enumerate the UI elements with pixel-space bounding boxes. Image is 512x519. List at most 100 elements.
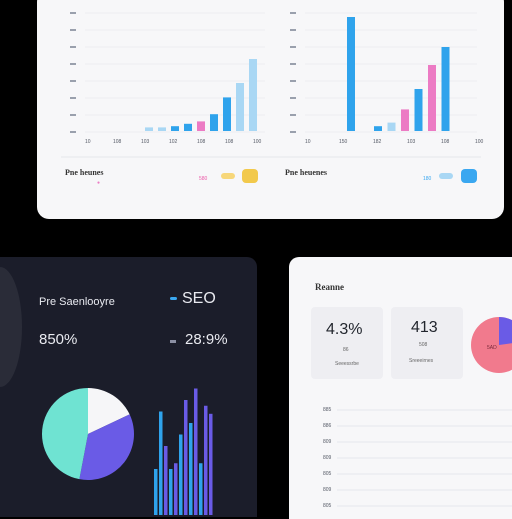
left-bar	[236, 83, 244, 131]
dark-bar	[184, 400, 188, 515]
left-legend-value: 580	[199, 176, 208, 182]
dark-bar	[209, 413, 213, 515]
left-bar	[145, 127, 153, 131]
seo-legend-swatch	[170, 297, 177, 300]
dark-bar	[179, 434, 183, 515]
row-label: 809	[323, 455, 332, 461]
left-x-tick-label: 100	[253, 139, 262, 145]
stat-right-swatch	[170, 340, 176, 343]
left-bar	[184, 123, 192, 131]
dark-bar	[194, 388, 198, 515]
pie-slice	[88, 388, 130, 434]
left-bar	[197, 121, 205, 131]
left-x-tick-label: 108	[225, 139, 234, 145]
right-x-tick-label: 100	[475, 139, 484, 145]
white-kpi-card: Reanne 4.3% 86 Seeessrbe 413 508 Sreeeir…	[289, 257, 512, 519]
dark-bar	[174, 463, 178, 515]
seo-legend-label: SEO	[182, 290, 216, 307]
left-x-tick-label: 108	[113, 139, 122, 145]
right-y-tick	[290, 12, 296, 14]
left-legend-pill-yellow[interactable]	[242, 169, 258, 183]
right-y-tick	[290, 80, 296, 82]
kpi-2-value: 413	[411, 319, 438, 336]
row-label: 805	[323, 503, 332, 509]
dark-bar	[169, 469, 173, 515]
left-x-tick-label: 108	[197, 139, 206, 145]
kpi-1-label: Seeessrbe	[335, 361, 359, 367]
top-dashboard-card: 10 108 103 102 108 108 100 10 150 182 103 108 100 Pn…	[37, 0, 504, 219]
pie-slice	[42, 388, 88, 480]
row-label: 886	[323, 423, 332, 429]
kpi-2-sub: 508	[419, 342, 428, 348]
left-y-tick	[70, 131, 76, 133]
kpi-box-2[interactable]: 413 508 Sreeeirnes	[391, 307, 463, 379]
right-y-tick	[290, 46, 296, 48]
left-y-tick	[70, 63, 76, 65]
white-pie-slice	[499, 316, 512, 345]
pie-slice	[79, 414, 134, 480]
left-x-tick-label: 102	[169, 139, 178, 145]
right-y-tick	[290, 131, 296, 133]
right-legend-pill-light[interactable]	[439, 173, 453, 179]
left-bar	[171, 126, 179, 131]
right-bar	[428, 65, 436, 131]
row-label: 809	[323, 487, 332, 493]
dark-bar	[204, 405, 208, 515]
dark-card-title: Pre Saenlooyre	[39, 296, 115, 308]
left-x-tick-label: 103	[141, 139, 150, 145]
pie-label: 5AD	[487, 345, 497, 351]
left-legend-dot: ●	[97, 180, 101, 186]
dark-bar	[189, 423, 193, 515]
right-x-tick-label: 10	[305, 139, 311, 145]
left-bar	[210, 114, 218, 131]
left-y-tick	[70, 114, 76, 116]
stat-right-value: 28:9%	[185, 331, 228, 348]
right-bar	[347, 17, 355, 131]
top-bar-charts: 10 108 103 102 108 108 100 10 150 182 103 108 100	[61, 12, 484, 158]
left-y-tick	[70, 80, 76, 82]
right-legend-label: Pne heuenes	[285, 168, 327, 177]
left-y-tick	[70, 46, 76, 48]
right-y-tick	[290, 63, 296, 65]
stat-left-value: 850%	[39, 331, 78, 348]
right-y-tick	[290, 97, 296, 99]
left-bar	[249, 59, 257, 131]
right-y-tick	[290, 114, 296, 116]
dark-left-shape	[0, 267, 22, 387]
right-legend-pill-blue[interactable]	[461, 169, 477, 183]
right-bar	[441, 47, 450, 131]
right-x-tick-label: 108	[441, 139, 450, 145]
left-y-tick	[70, 97, 76, 99]
right-bar	[374, 126, 382, 131]
right-x-tick-label: 182	[373, 139, 382, 145]
left-bar	[158, 127, 166, 131]
dark-bar	[154, 469, 158, 515]
right-bar	[387, 122, 396, 131]
right-x-tick-label: 150	[339, 139, 348, 145]
white-card-graphics	[337, 316, 512, 507]
kpi-1-value: 4.3%	[326, 321, 363, 338]
right-bar	[414, 89, 423, 131]
row-label: 809	[323, 439, 332, 445]
row-label: 805	[323, 471, 332, 477]
dark-seo-card: Pre Saenlooyre SEO 850% 28:9%	[0, 257, 257, 517]
right-bar	[401, 109, 409, 131]
left-x-tick-label: 10	[85, 139, 91, 145]
kpi-box-1[interactable]: 4.3% 86 Seeessrbe	[311, 307, 383, 379]
kpi-1-sub: 86	[343, 347, 349, 353]
kpi-2-label: Sreeeirnes	[409, 358, 434, 364]
left-y-tick	[70, 29, 76, 31]
right-y-tick	[290, 29, 296, 31]
row-label: 885	[323, 407, 332, 413]
dark-bar	[164, 446, 168, 515]
left-y-tick	[70, 12, 76, 14]
dark-bar	[159, 411, 163, 515]
dark-card-graphics	[0, 267, 213, 515]
dark-bar	[199, 463, 203, 515]
left-legend-label: Pne heunes	[65, 168, 104, 177]
left-legend-pill-light[interactable]	[221, 173, 235, 179]
right-legend-value: 180	[423, 176, 432, 182]
left-bar	[223, 97, 231, 131]
right-x-tick-label: 103	[407, 139, 416, 145]
white-card-title: Reanne	[315, 282, 344, 292]
